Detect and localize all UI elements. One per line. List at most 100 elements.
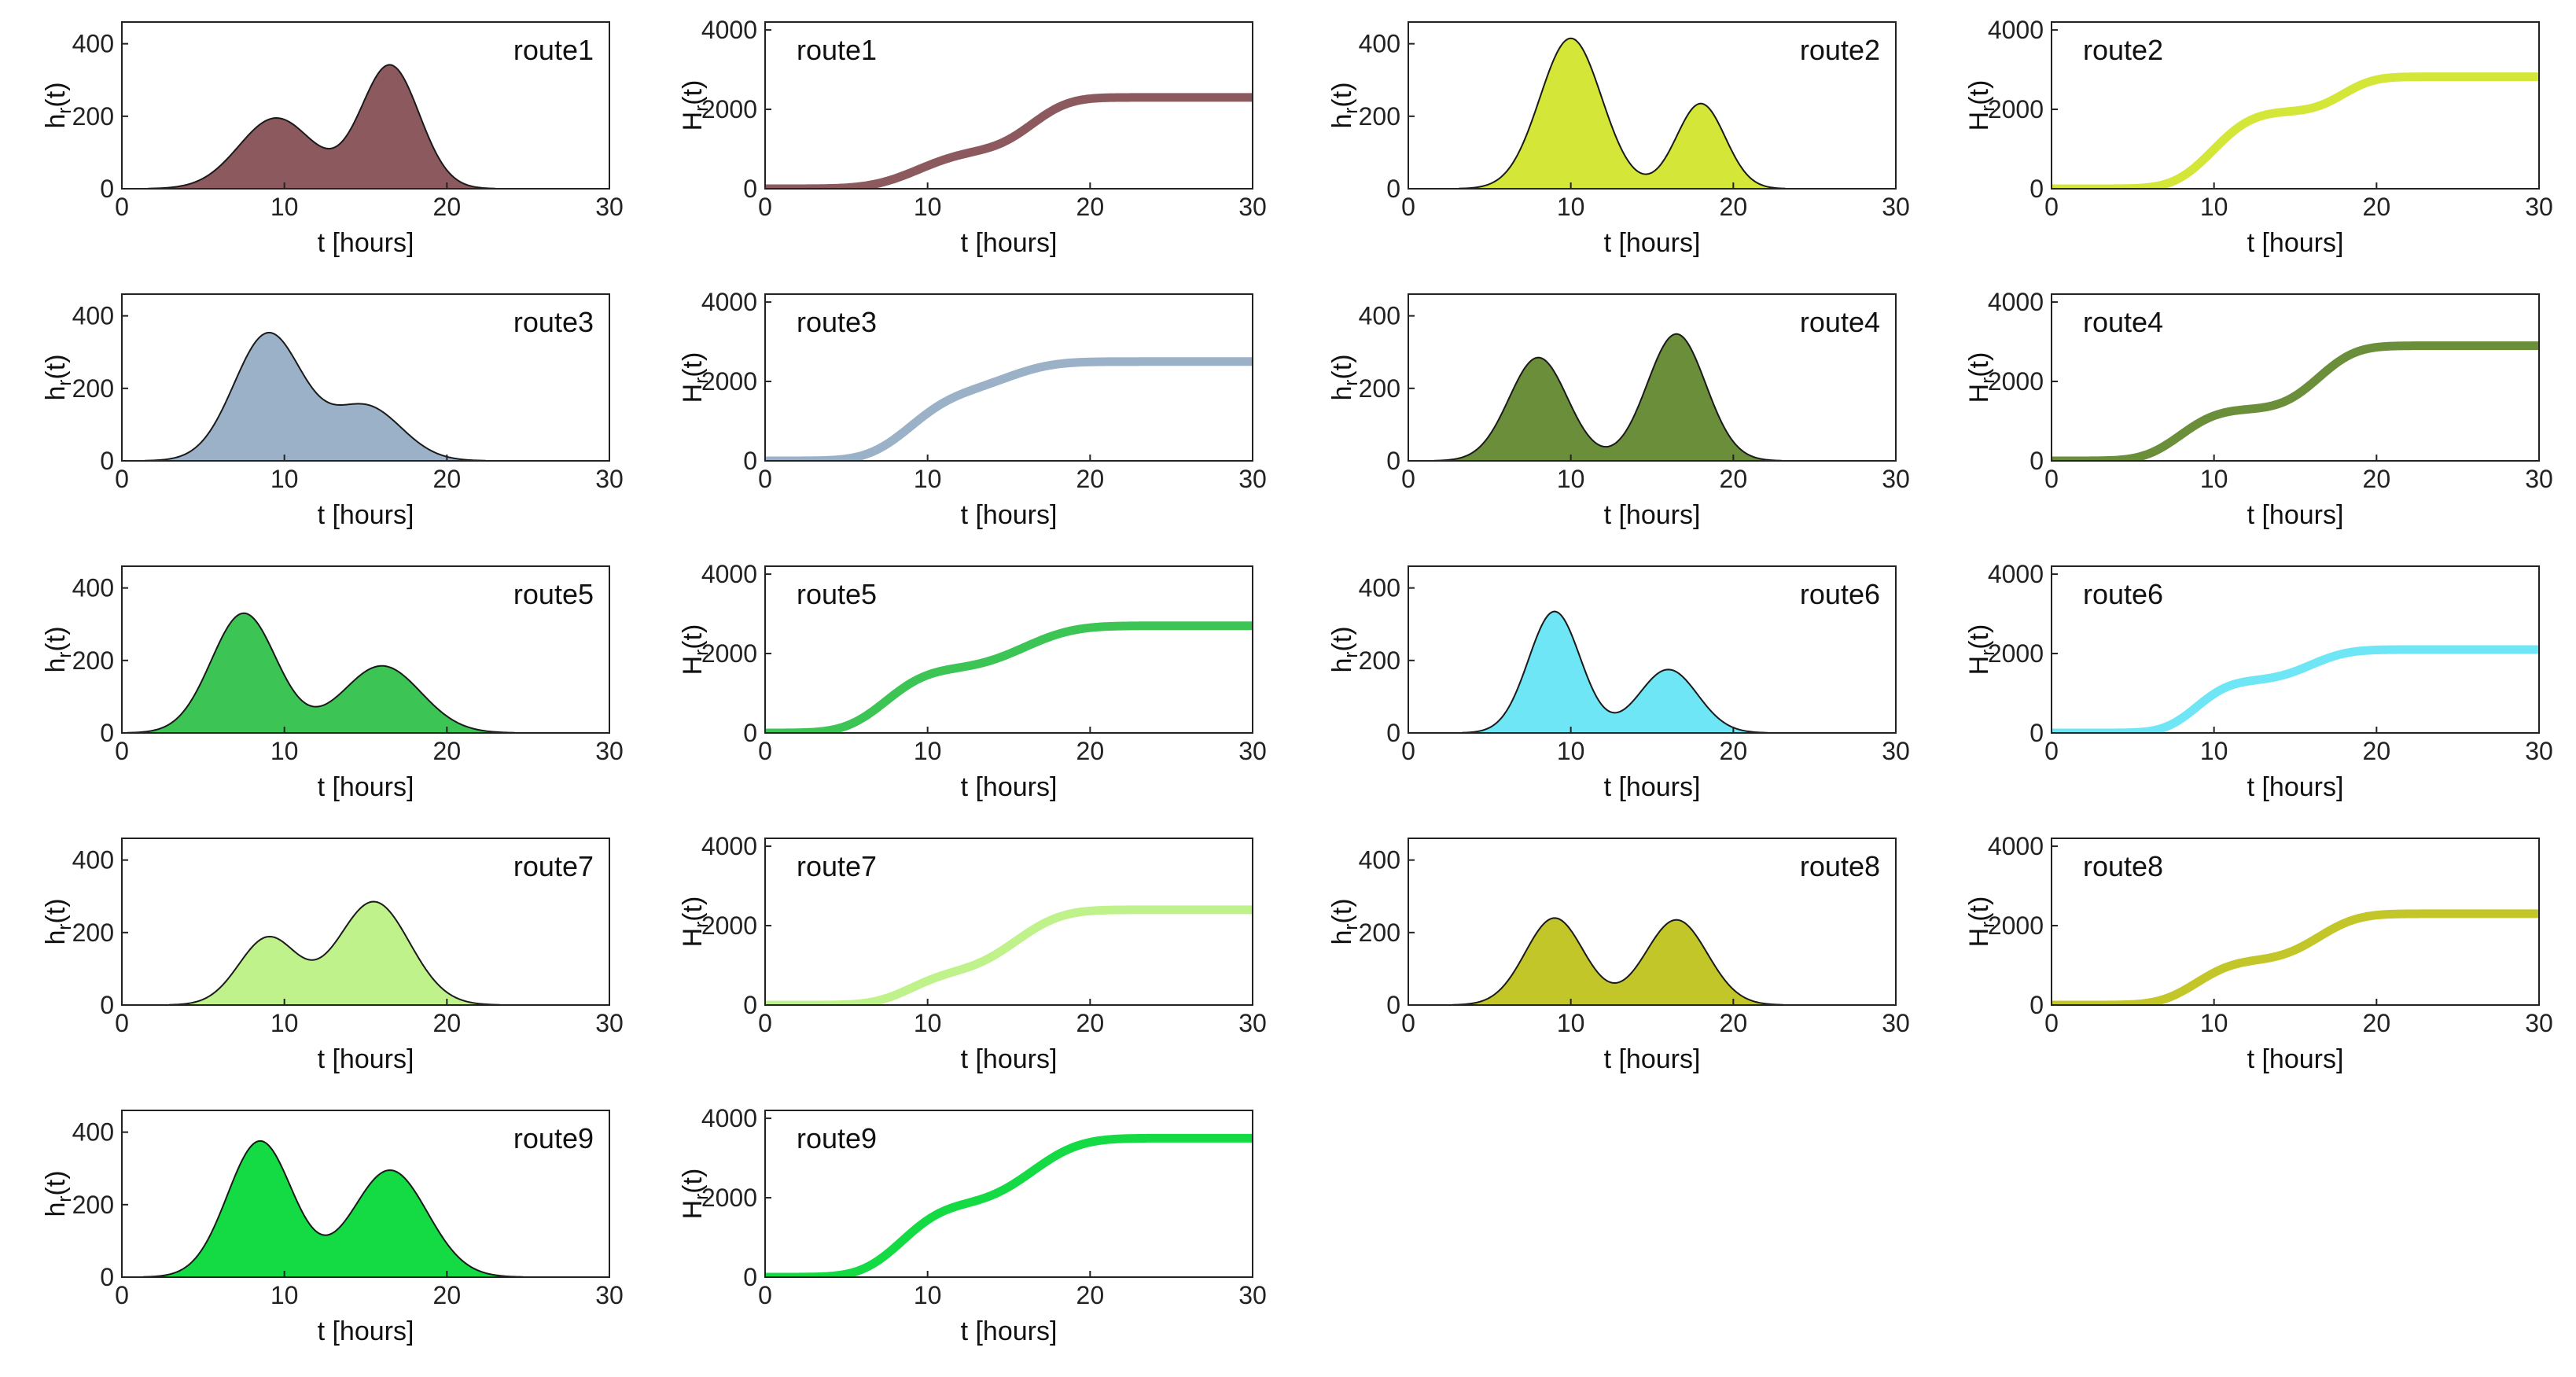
x-tick-label: 30	[1238, 737, 1267, 765]
y-tick-label: 400	[72, 302, 114, 330]
axes-box	[764, 565, 1253, 734]
y-axis-label: Hr(t)	[1964, 624, 1999, 676]
x-axis-label: t [hours]	[1604, 1044, 1701, 1074]
y-tick-label: 200	[72, 102, 114, 131]
x-axis-label: t [hours]	[318, 500, 414, 530]
route-label: route9	[513, 1122, 594, 1154]
y-tick-label: 0	[100, 447, 114, 475]
x-tick-label: 20	[1720, 193, 1748, 221]
y-axis-label: hr(t)	[41, 626, 75, 672]
axes-box	[121, 21, 610, 190]
route5-H-chart: 0 10 20 30 0 2000 4000 t [hours] Hr(t) route5	[678, 560, 1267, 802]
y-tick-label: 0	[100, 1263, 114, 1291]
x-tick-label: 10	[2200, 193, 2228, 221]
route8-density-outline	[1452, 917, 1784, 1005]
y-axis-label: hr(t)	[1327, 898, 1362, 944]
x-tick-label: 20	[433, 1009, 462, 1037]
y-tick-label: 200	[72, 646, 114, 675]
y-tick-label: 4000	[701, 1104, 757, 1132]
route5-density-outline	[127, 612, 516, 733]
route5-h-panel: 0 10 20 30 0 200 400 t [hours] hr(t) route5	[31, 560, 645, 827]
route5-h-chart: 0 10 20 30 0 200 400 t [hours] hr(t) route5	[41, 565, 624, 802]
route3-h-panel: 0 10 20 30 0 200 400 t [hours] hr(t) route3	[31, 288, 645, 555]
x-axis-label: t [hours]	[2247, 1044, 2344, 1074]
y-tick-label: 2000	[1988, 367, 2044, 396]
x-tick-label: 0	[2044, 737, 2059, 765]
axes-box	[1408, 293, 1897, 462]
route7-H-panel: 0 10 20 30 0 2000 4000 t [hours] Hr(t) route7	[675, 832, 1288, 1099]
route5-density-area	[122, 613, 609, 733]
x-axis-label: t [hours]	[961, 1316, 1058, 1346]
route6-h-panel: 0 10 20 30 0 200 400 t [hours] hr(t) route6	[1318, 560, 1931, 827]
y-tick-label: 4000	[1988, 832, 2044, 860]
x-axis-label: t [hours]	[318, 228, 414, 258]
y-axis-label: hr(t)	[41, 898, 75, 944]
x-tick-label: 10	[2200, 737, 2228, 765]
x-tick-label: 30	[1238, 193, 1267, 221]
x-axis-label: t [hours]	[961, 500, 1058, 530]
axes-box	[2051, 21, 2540, 190]
x-tick-label: 0	[1401, 193, 1415, 221]
x-tick-label: 30	[1238, 465, 1267, 493]
y-axis-label: hr(t)	[1327, 626, 1362, 672]
route3-density-area	[122, 332, 609, 461]
x-tick-label: 30	[595, 193, 624, 221]
route2-density-outline	[1459, 37, 1786, 189]
y-tick-label: 2000	[1988, 95, 2044, 123]
x-tick-label: 20	[2363, 1009, 2391, 1037]
y-tick-label: 4000	[701, 288, 757, 316]
route8-H-panel: 0 10 20 30 0 2000 4000 t [hours] Hr(t) route8	[1961, 832, 2574, 1099]
x-tick-label: 0	[758, 1009, 772, 1037]
route-label: route2	[2083, 34, 2163, 66]
route7-cumulative-line	[765, 905, 1253, 1005]
route4-h-panel: 0 10 20 30 0 200 400 t [hours] hr(t) route4	[1318, 288, 1931, 555]
y-tick-label: 2000	[701, 1184, 757, 1212]
axes-box	[2051, 838, 2540, 1006]
x-tick-label: 0	[1401, 465, 1415, 493]
y-tick-label: 0	[2030, 447, 2044, 475]
y-tick-label: 0	[1386, 991, 1400, 1019]
x-tick-label: 30	[595, 465, 624, 493]
route-label: route1	[513, 34, 594, 66]
route9-density-outline	[142, 1140, 524, 1277]
route3-cumulative-line	[765, 357, 1253, 461]
y-tick-label: 400	[1359, 302, 1400, 330]
x-tick-label: 20	[1076, 1009, 1105, 1037]
x-axis-label: t [hours]	[1604, 772, 1701, 802]
route5-cumulative-line	[765, 621, 1253, 733]
x-axis-label: t [hours]	[318, 772, 414, 802]
axes-box	[764, 293, 1253, 462]
route7-H-chart: 0 10 20 30 0 2000 4000 t [hours] Hr(t) route7	[678, 832, 1267, 1074]
x-axis-label: t [hours]	[2247, 228, 2344, 258]
route1-H-chart: 0 10 20 30 0 2000 4000 t [hours] Hr(t) route1	[678, 16, 1267, 258]
y-tick-label: 0	[743, 991, 757, 1019]
route1-cumulative-line	[765, 93, 1253, 189]
x-tick-label: 10	[914, 1281, 942, 1309]
route-label: route8	[1800, 850, 1880, 882]
y-tick-label: 0	[100, 175, 114, 203]
x-tick-label: 20	[1720, 737, 1748, 765]
y-tick-label: 400	[1359, 30, 1400, 58]
route6-density-area	[1408, 611, 1896, 733]
route1-h-chart: 0 10 20 30 0 200 400 t [hours] hr(t) route1	[41, 21, 624, 258]
y-tick-label: 200	[72, 919, 114, 947]
y-tick-label: 200	[1359, 646, 1400, 675]
route8-h-panel: 0 10 20 30 0 200 400 t [hours] hr(t) route8	[1318, 832, 1931, 1099]
x-tick-label: 0	[2044, 1009, 2059, 1037]
route-label: route2	[1800, 34, 1880, 66]
x-tick-label: 30	[2525, 465, 2553, 493]
x-tick-label: 0	[115, 465, 129, 493]
y-tick-label: 0	[743, 447, 757, 475]
y-tick-label: 400	[72, 574, 114, 602]
route4-density-area	[1408, 333, 1896, 461]
route8-density-area	[1408, 918, 1896, 1005]
route9-cumulative-line	[765, 1133, 1253, 1277]
x-tick-label: 20	[1076, 193, 1105, 221]
route-label: route4	[1800, 306, 1880, 338]
x-tick-label: 20	[1720, 1009, 1748, 1037]
route9-H-panel: 0 10 20 30 0 2000 4000 t [hours] Hr(t) route9	[675, 1104, 1288, 1371]
route6-cumulative-line	[2052, 645, 2539, 733]
y-tick-label: 4000	[1988, 288, 2044, 316]
route3-H-chart: 0 10 20 30 0 2000 4000 t [hours] Hr(t) route3	[678, 288, 1267, 530]
